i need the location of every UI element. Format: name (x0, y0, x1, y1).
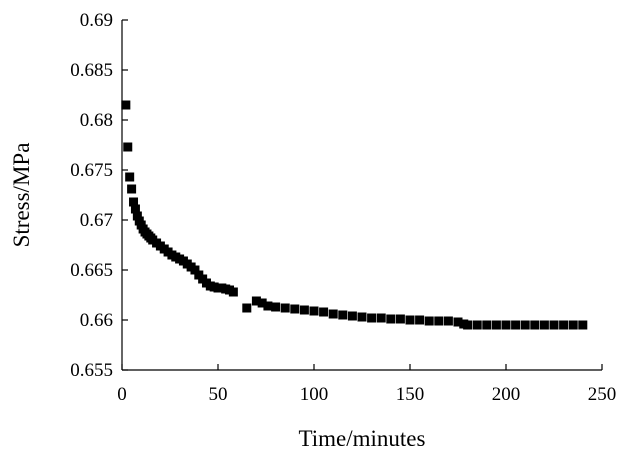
y-axis-title: Stress/MPa (9, 143, 34, 248)
data-point (251, 296, 261, 306)
y-tick-label: 0.67 (80, 210, 113, 231)
data-point (299, 305, 309, 315)
x-tick-label: 100 (300, 384, 329, 405)
data-point (415, 315, 425, 325)
data-point (539, 320, 549, 330)
data-point (190, 265, 200, 275)
data-point (405, 315, 415, 325)
x-tick-label: 0 (117, 384, 127, 405)
data-point (453, 317, 463, 327)
data-point (491, 320, 501, 330)
data-point (257, 298, 267, 308)
data-point (530, 320, 540, 330)
data-point (328, 309, 338, 319)
data-point (242, 303, 252, 313)
y-axis-ticks: 0.655 0.66 0.665 0.67 0.675 0.68 0.685 0.69 (70, 10, 128, 381)
data-point (132, 211, 142, 221)
data-point (228, 287, 238, 297)
x-tick-label: 150 (396, 384, 425, 405)
y-tick-label: 0.66 (80, 310, 113, 331)
data-point (271, 302, 281, 312)
x-tick-label: 250 (588, 384, 617, 405)
y-tick-label: 0.69 (80, 10, 113, 31)
data-point (472, 320, 482, 330)
data-point (511, 320, 521, 330)
data-point (357, 312, 367, 322)
data-point (125, 172, 135, 182)
data-point (520, 320, 530, 330)
data-points (121, 100, 588, 330)
data-point (463, 320, 473, 330)
x-tick-label: 200 (492, 384, 521, 405)
data-point (376, 313, 386, 323)
data-point (559, 320, 569, 330)
y-tick-label: 0.655 (70, 360, 113, 381)
data-point (578, 320, 588, 330)
data-point (280, 303, 290, 313)
data-point (347, 311, 357, 321)
data-point (309, 306, 319, 316)
data-point (424, 316, 434, 326)
data-point (434, 316, 444, 326)
data-point (443, 316, 453, 326)
x-axis-title: Time/minutes (299, 426, 426, 451)
data-point (501, 320, 511, 330)
data-point (367, 313, 377, 323)
data-point (386, 314, 396, 324)
data-point (395, 314, 405, 324)
plot-axes (121, 20, 602, 371)
y-tick-label: 0.68 (80, 110, 113, 131)
data-point (130, 204, 140, 214)
data-point (290, 304, 300, 314)
data-point (263, 301, 273, 311)
data-point (568, 320, 578, 330)
x-tick-label: 50 (209, 384, 228, 405)
data-point (121, 100, 131, 110)
data-point (319, 307, 329, 317)
y-tick-label: 0.665 (70, 260, 113, 281)
data-point (338, 310, 348, 320)
data-point (549, 320, 559, 330)
x-axis-ticks: 0 50 100 150 200 250 (117, 364, 616, 405)
y-tick-label: 0.675 (70, 160, 113, 181)
data-point (127, 184, 137, 194)
y-tick-label: 0.685 (70, 60, 113, 81)
data-point (123, 142, 133, 152)
data-point (129, 197, 139, 207)
data-point (482, 320, 492, 330)
